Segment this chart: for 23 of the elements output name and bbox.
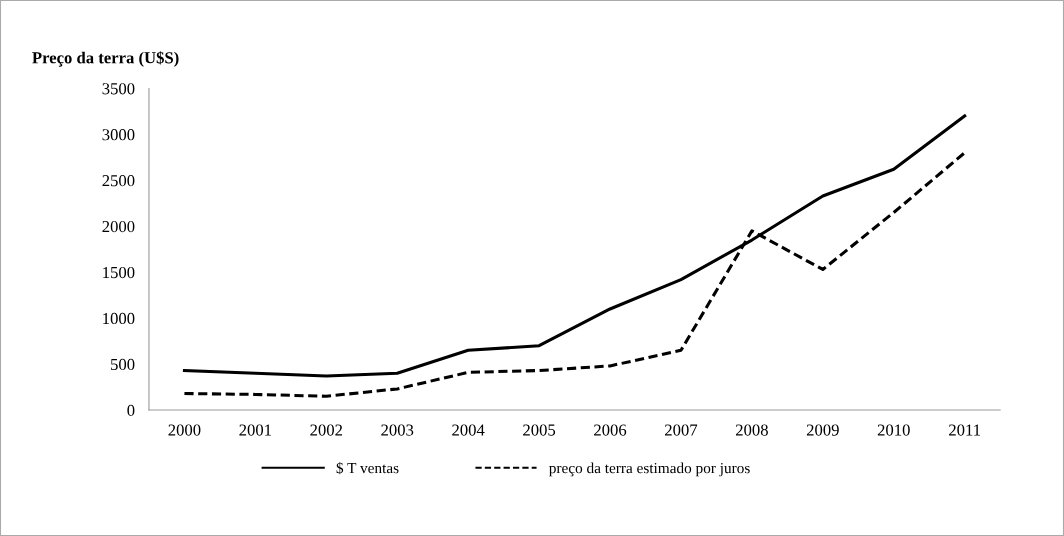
y-tick-label: 1000 — [103, 312, 135, 325]
x-tick-label: 2003 — [381, 424, 414, 436]
x-tick-label: 2002 — [310, 424, 343, 436]
x-tick-label: 2000 — [168, 424, 201, 436]
x-tick-label: 2004 — [452, 424, 485, 436]
x-tick-label: 2007 — [665, 424, 698, 436]
x-tick-label: 2001 — [239, 424, 272, 436]
x-tick-label: 2011 — [949, 424, 981, 436]
y-tick-label: 3500 — [102, 83, 135, 95]
y-tick-label: 1500 — [103, 266, 135, 279]
y-tick-label: 2500 — [102, 175, 135, 187]
y-tick-label: 500 — [111, 358, 135, 371]
legend-label: preço da terra estimado por juros — [549, 462, 750, 477]
legend-label: $ T ventas — [336, 462, 399, 475]
x-tick-label: 2010 — [877, 424, 910, 436]
y-tick-label: 3000 — [102, 129, 135, 141]
y-tick-label: 0 — [127, 404, 135, 416]
x-tick-label: 2005 — [523, 424, 556, 436]
x-tick-label: 2008 — [735, 424, 768, 436]
y-tick-label: 2000 — [102, 220, 135, 233]
chart-title: Preço da terra (U$S) — [32, 51, 179, 67]
x-tick-label: 2009 — [806, 424, 839, 436]
x-tick-label: 2006 — [594, 424, 627, 436]
